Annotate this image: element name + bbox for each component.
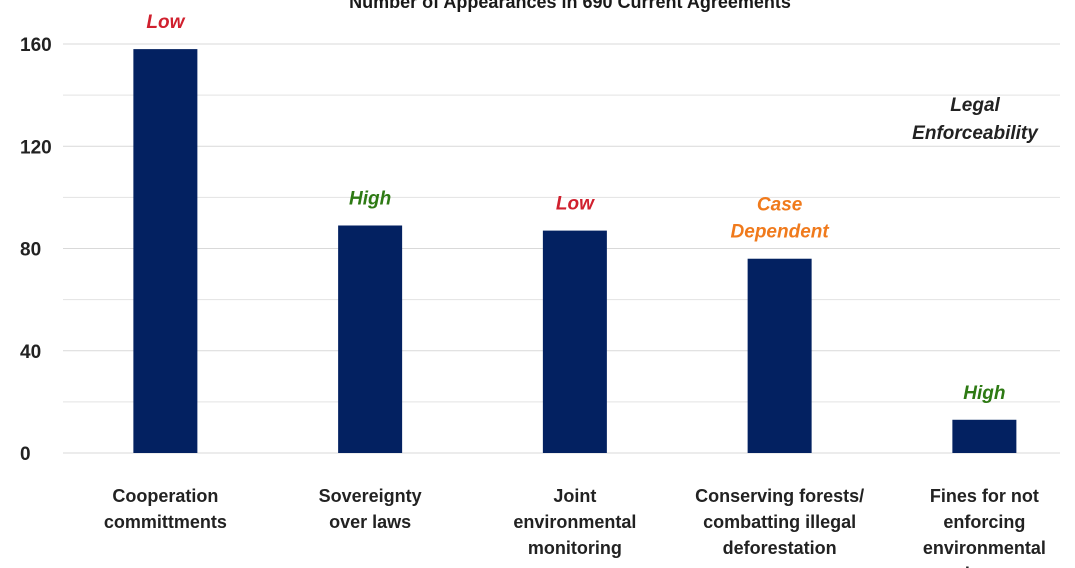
bar [133, 49, 198, 454]
bar [338, 225, 403, 453]
x-tick-label: Conserving forests/combatting illegal def… [695, 486, 864, 558]
y-tick-label: 0 [20, 444, 31, 465]
x-tick-label: Fines for notenforcingenvironmentallaws [923, 486, 1046, 568]
bar [542, 230, 607, 453]
bar [952, 419, 1017, 453]
chart-title: Number of Appearances in 690 Current Agr… [349, 0, 791, 12]
legend-note: Legal Enforceability [912, 95, 1039, 144]
bar-annotation: Case Dependent [731, 195, 830, 243]
y-tick-label: 40 [20, 342, 41, 363]
bar-annotation: High [349, 189, 391, 210]
y-tick-label: 120 [20, 137, 52, 158]
bar [747, 258, 812, 453]
y-tick-label: 80 [20, 240, 41, 261]
bar-annotation: Low [556, 194, 595, 215]
bar-annotation: High [963, 383, 1005, 404]
y-tick-label: 160 [20, 35, 52, 56]
x-tick-label: Joint environmental monitoring [513, 486, 636, 558]
x-tick-label: Cooperation committments [104, 486, 227, 532]
x-tick-label: Sovereignty over laws [319, 486, 422, 532]
bar-annotation: Low [146, 12, 185, 33]
